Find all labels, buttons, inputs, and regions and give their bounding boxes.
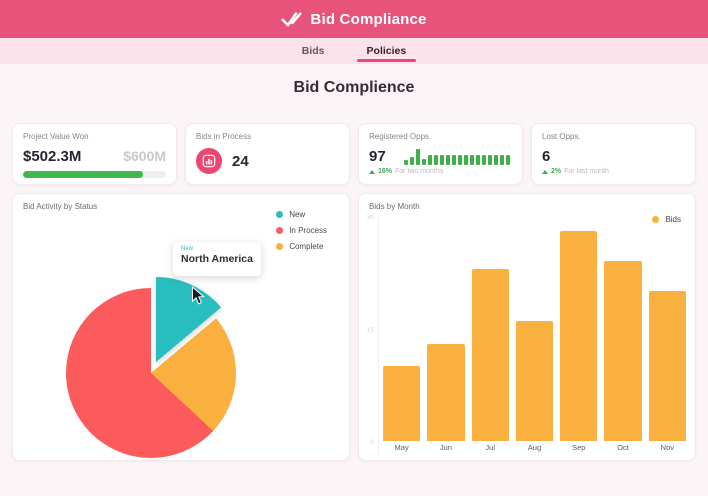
legend-dot (276, 227, 284, 234)
charts-row: Bid Activity by Status New In Process Co… (12, 193, 696, 461)
legend-item-complete[interactable]: Complete (276, 242, 327, 251)
pie-slice-new-exploded[interactable] (71, 277, 241, 447)
tooltip-label: North America (181, 253, 253, 265)
stat-target-value: $600M (123, 148, 166, 164)
pie-chart-card: Bid Activity by Status New In Process Co… (12, 193, 350, 461)
spark-bar (482, 155, 486, 165)
bar-jun[interactable] (427, 218, 465, 441)
stat-value: 24 (232, 152, 249, 170)
x-axis-label: Sep (572, 443, 586, 452)
bar-jul[interactable] (471, 218, 509, 441)
spark-bar (488, 155, 492, 165)
spark-bar (476, 155, 480, 165)
bar-chart-card: Bids by Month Bids May Jun Jul Aug Sep Oct Nov… (358, 193, 696, 461)
spark-bar (506, 155, 510, 165)
pie-chart-title: Bid Activity by Status (23, 202, 98, 211)
bar[interactable] (427, 343, 465, 441)
legend-item-new[interactable]: New (276, 210, 327, 219)
spark-bar (458, 155, 462, 165)
legend-dot (276, 211, 284, 218)
bar-oct[interactable] (604, 218, 642, 441)
progress-fill (23, 171, 144, 178)
mouse-cursor (191, 285, 205, 311)
bar[interactable] (648, 291, 686, 441)
bar[interactable] (383, 366, 421, 441)
bar[interactable] (471, 268, 509, 441)
bar-chart-icon (196, 148, 222, 174)
stat-label: Lost Opps. (542, 132, 581, 141)
stats-row: Project Value Won $502.3M $600M Bids in … (12, 123, 696, 185)
legend-label: Complete (289, 242, 324, 251)
tooltip-series-name: New (181, 246, 194, 252)
legend-label: In Process (289, 226, 327, 235)
bar[interactable] (604, 261, 642, 441)
stat-value: 6 (542, 148, 551, 165)
stat-label: Project Value Won (23, 132, 89, 141)
spark-bar (428, 155, 432, 165)
x-axis-label: Oct (617, 443, 629, 452)
change-note: For last month (564, 168, 609, 175)
stat-label: Registered Opps. (369, 132, 432, 141)
y-axis-label: 30 (366, 214, 374, 221)
pie-tooltip: New North America (173, 242, 261, 276)
stat-card-bids-in-process[interactable]: Bids in Process 24 (185, 123, 350, 185)
spark-bar (416, 149, 420, 165)
stat-value: 97 (369, 148, 386, 165)
bar-nov[interactable] (648, 218, 686, 441)
app-title: Bid Compliance (310, 10, 427, 28)
x-axis-label: Aug (527, 443, 542, 452)
stat-label: Bids in Process (196, 132, 252, 141)
bar-aug[interactable] (515, 218, 554, 441)
spark-bar (404, 160, 408, 165)
change-note: For two months (395, 168, 444, 175)
progress-bar (23, 171, 166, 178)
spark-bar (434, 155, 438, 165)
spark-bar (446, 155, 450, 165)
page-title: Bid Complience (293, 79, 415, 96)
y-axis-label: 15 (366, 326, 374, 334)
y-axis-label: 0 (370, 439, 374, 446)
spark-bar (440, 155, 444, 165)
legend-dot (652, 216, 660, 223)
spark-bar (410, 156, 414, 165)
bar[interactable] (515, 321, 554, 441)
spark-bar (422, 159, 426, 165)
bar-columns (379, 218, 686, 441)
change-percent: 16% (378, 168, 393, 175)
sparkline-chart (404, 148, 510, 165)
x-axis-label: Jul (485, 443, 495, 452)
up-arrow-icon (542, 169, 548, 174)
stat-card-lost-opps[interactable]: Lost Opps. 6 2% For last month (531, 123, 696, 185)
stat-card-project-value-won[interactable]: Project Value Won $502.3M $600M (12, 123, 177, 185)
spark-bar (464, 155, 468, 165)
bar-chart-title: Bids by Month (369, 202, 420, 211)
stat-value: $502.3M (23, 148, 82, 165)
bar-may[interactable] (383, 218, 421, 441)
app-header: Bid Compliance (0, 0, 708, 38)
tab-bids[interactable]: Bids (301, 45, 325, 57)
x-axis-label: Jun (439, 443, 452, 452)
legend-label: Bids (665, 215, 681, 224)
spark-bar (470, 155, 474, 165)
bar-sep[interactable] (560, 218, 598, 441)
tab-policies[interactable]: Policies (356, 38, 416, 64)
x-axis-labels: May Jun Jul Aug Sep Oct Nov (379, 443, 686, 455)
stat-card-registered-opps[interactable]: Registered Opps. 97 16% For two months (358, 123, 523, 185)
x-axis-label: May (394, 443, 409, 452)
up-arrow-icon (369, 169, 375, 174)
bar[interactable] (560, 231, 598, 441)
pie-legend: New In Process Complete (276, 210, 327, 251)
legend-item-in-process[interactable]: In Process (276, 226, 327, 235)
change-percent: 2% (551, 168, 562, 175)
bar-chart[interactable]: May Jun Jul Aug Sep Oct Nov 30 15 0 (367, 214, 686, 455)
x-axis-label: Nov (660, 443, 674, 452)
bar-legend[interactable]: Bids (652, 215, 681, 224)
spark-bar (452, 155, 456, 165)
tabbar: Bids Policies (0, 38, 708, 64)
legend-label: New (289, 210, 306, 219)
spark-bar (494, 155, 498, 165)
legend-dot (276, 243, 284, 250)
double-check-icon (281, 10, 302, 28)
spark-bar (500, 155, 504, 165)
